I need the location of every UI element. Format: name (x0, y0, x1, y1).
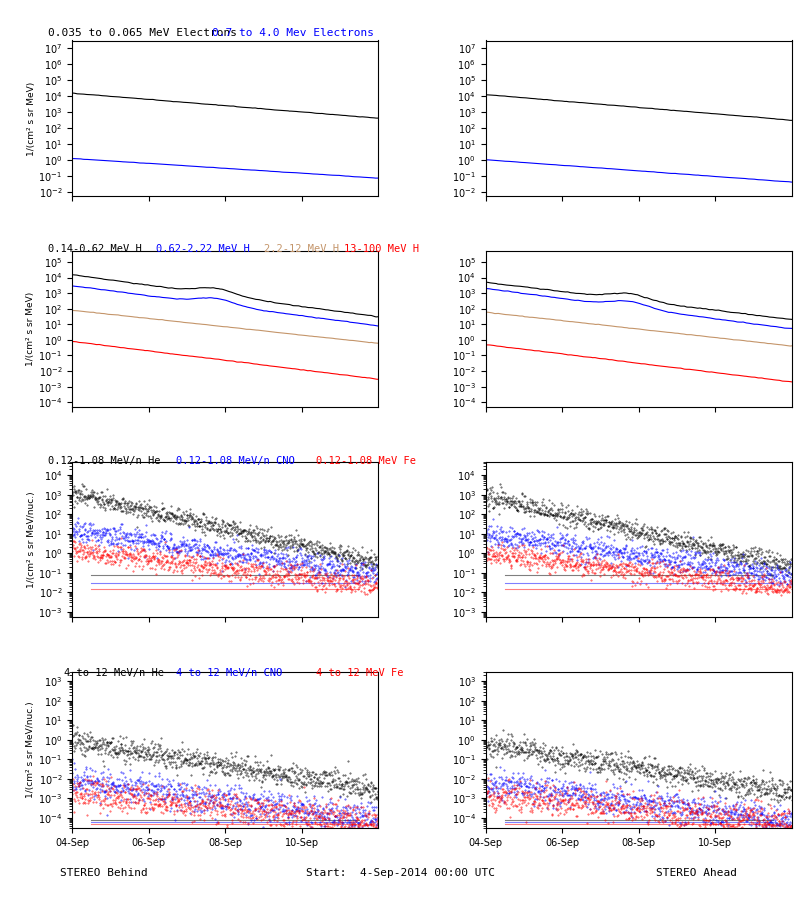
Text: 0.12-1.08 MeV/n He: 0.12-1.08 MeV/n He (48, 456, 161, 466)
Text: 0.14-0.62 MeV H: 0.14-0.62 MeV H (48, 244, 142, 254)
Y-axis label: 1/(cm² s sr MeV/nuc.): 1/(cm² s sr MeV/nuc.) (26, 702, 35, 798)
Text: 0.62-2.22 MeV H: 0.62-2.22 MeV H (156, 244, 250, 254)
Text: 4 to 12 MeV Fe: 4 to 12 MeV Fe (316, 668, 403, 678)
Y-axis label: 1/(cm² s sr MeV/nuc.): 1/(cm² s sr MeV/nuc.) (26, 491, 35, 588)
Text: 2.2-12 MeV H: 2.2-12 MeV H (264, 244, 339, 254)
Text: Start:  4-Sep-2014 00:00 UTC: Start: 4-Sep-2014 00:00 UTC (306, 868, 494, 878)
Text: 4 to 12 MeV/n He: 4 to 12 MeV/n He (64, 668, 164, 678)
Text: 0.12-1.08 MeV/n CNO: 0.12-1.08 MeV/n CNO (176, 456, 294, 466)
Text: 0.12-1.08 MeV Fe: 0.12-1.08 MeV Fe (316, 456, 416, 466)
Text: STEREO Ahead: STEREO Ahead (655, 868, 737, 878)
Text: 4 to 12 MeV/n CNO: 4 to 12 MeV/n CNO (176, 668, 282, 678)
Text: 0.7 to 4.0 Mev Electrons: 0.7 to 4.0 Mev Electrons (212, 28, 374, 38)
Text: STEREO Behind: STEREO Behind (60, 868, 148, 878)
Y-axis label: 1/(cm² s sr MeV): 1/(cm² s sr MeV) (26, 292, 35, 366)
Text: 13-100 MeV H: 13-100 MeV H (344, 244, 419, 254)
Y-axis label: 1/(cm² s sr MeV): 1/(cm² s sr MeV) (26, 81, 36, 156)
Text: 0.035 to 0.065 MeV Electrons: 0.035 to 0.065 MeV Electrons (48, 28, 237, 38)
